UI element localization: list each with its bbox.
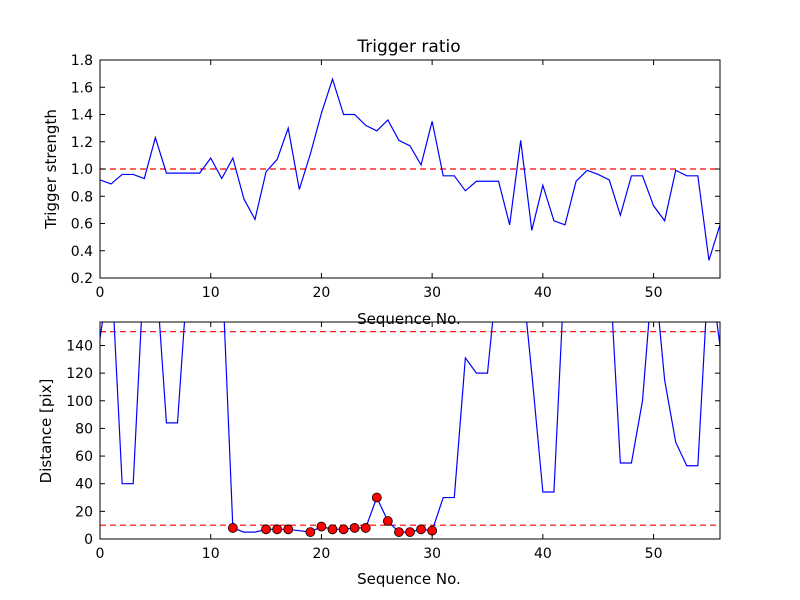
distance-chart: Sequence No. Distance [pix] 0 10 20 30 40 500… [37,321,721,588]
data-point [427,525,438,536]
y-tick-label: 40 [75,477,93,493]
y-tick-label: 0.4 [71,244,93,260]
axes-frame [99,321,721,540]
data-point [382,516,393,526]
x-axis-label: Sequence No. [357,310,461,328]
y-tick-label: 1.0 [71,162,93,178]
series-line [100,77,720,261]
data-point [371,492,382,503]
y-tick-label: 60 [75,449,93,465]
y-tick-label: 0.2 [71,271,93,287]
plot-area: 0 10 20 30 40 50 0 20 40 60 80 100 120 140 [66,321,721,562]
y-axis-label: Trigger strength [42,109,60,230]
x-tick-label: 10 [202,285,220,301]
data-point [416,524,426,535]
y-tick-label: 1.6 [71,80,93,96]
x-tick-label: 10 [202,546,220,562]
data-point [316,521,327,532]
data-point [227,523,238,533]
y-axis-label: Distance [pix] [37,379,55,484]
data-point [349,523,360,533]
x-tick-label: 40 [534,546,552,562]
x-axis-label: Sequence No. [357,570,461,588]
x-tick-label: 30 [423,546,441,562]
y-tick-label: 80 [75,421,93,437]
x-tick-label: 0 [96,285,105,301]
y-tick-label: 0.6 [71,217,93,233]
y-tick-label: 1.2 [71,135,93,151]
y-tick-label: 20 [75,504,93,520]
x-tick-label: 50 [645,285,663,301]
trigger-ratio-chart: Trigger ratio Sequence No. Trigger stren… [42,37,721,328]
data-point [338,524,349,535]
data-point [272,524,283,535]
chart-title: Trigger ratio [356,37,460,57]
y-tick-label: 0 [84,532,93,548]
data-point [327,524,338,535]
y-tick-label: 120 [66,366,93,382]
data-point [360,523,371,533]
x-tick-label: 0 [96,546,105,562]
y-tick-label: 100 [66,394,93,410]
data-point [394,527,404,537]
data-point [305,527,316,537]
x-tick-label: 40 [534,285,552,301]
data-point [405,527,415,537]
x-tick-label: 20 [313,285,331,301]
y-tick-label: 1.4 [71,108,93,124]
data-point [261,524,271,535]
x-tick-label: 30 [423,285,441,301]
y-tick-label: 1.8 [71,53,93,69]
data-point [283,524,294,535]
y-tick-label: 140 [66,338,93,354]
plot-area: 0 10 20 30 40 50 0.2 0.4 0.6 0.8 1.0 1.2 1.4 1.6 1.8 [71,53,721,301]
x-tick-label: 50 [645,546,663,562]
x-tick-label: 20 [313,546,331,562]
y-tick-label: 0.8 [71,189,93,205]
